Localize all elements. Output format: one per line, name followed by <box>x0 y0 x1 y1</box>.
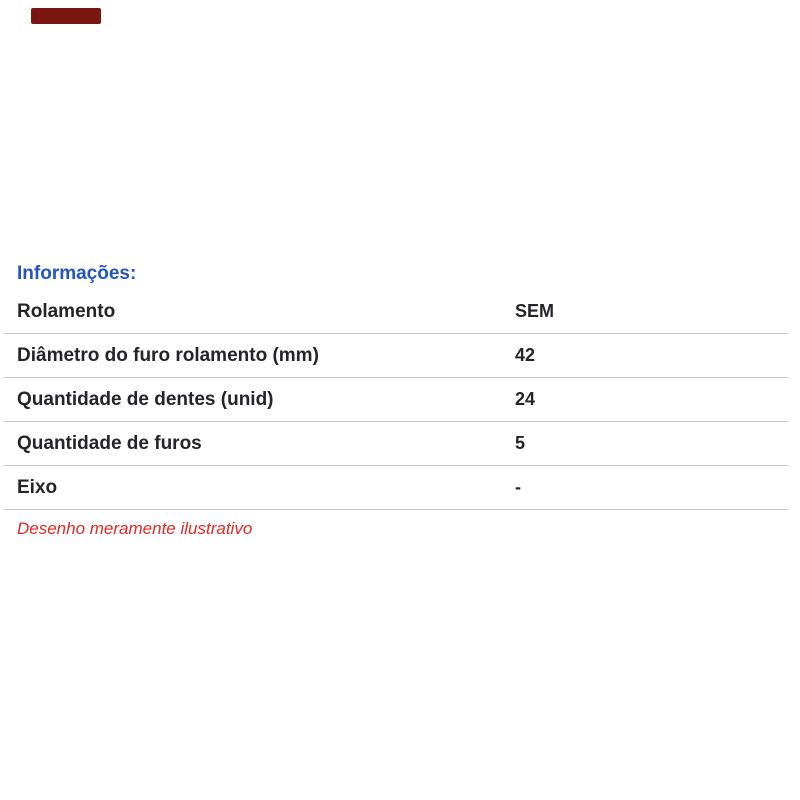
spec-value: 42 <box>515 345 536 365</box>
spec-value: 5 <box>515 433 526 453</box>
spec-label: Quantidade de dentes (unid) <box>17 388 274 410</box>
spec-label: Rolamento <box>17 300 116 322</box>
illustrative-note: Desenho meramente ilustrativo <box>17 519 253 538</box>
spec-value: - <box>515 477 521 497</box>
table-row: Quantidade de furos 5 <box>4 422 788 466</box>
section-heading-informacoes: Informações: <box>17 263 137 284</box>
table-row: Quantidade de dentes (unid) 24 <box>4 378 788 422</box>
spec-label: Quantidade de furos <box>17 432 202 454</box>
spec-value: SEM <box>515 301 555 321</box>
table-row: Rolamento SEM <box>4 290 788 334</box>
table-row: Diâmetro do furo rolamento (mm) 42 <box>4 334 788 378</box>
spec-value: 24 <box>515 389 536 409</box>
spec-label: Diâmetro do furo rolamento (mm) <box>17 344 319 366</box>
product-specs-table: Rolamento SEM Diâmetro do furo rolamento… <box>4 290 788 510</box>
table-row: Eixo - <box>4 466 788 510</box>
spec-label: Eixo <box>17 476 58 498</box>
logo-redaction-block <box>31 8 101 24</box>
